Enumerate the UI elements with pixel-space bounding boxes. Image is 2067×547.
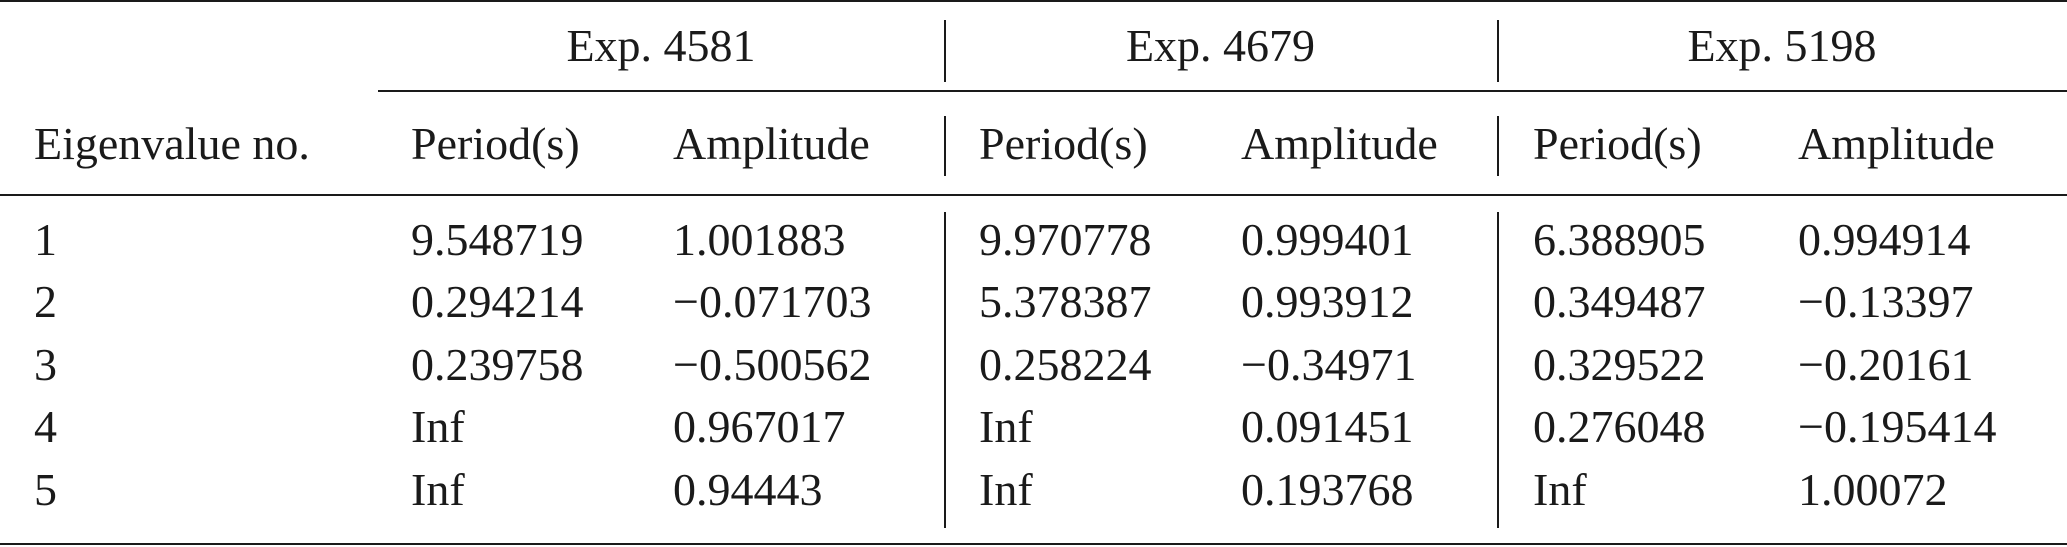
sub-header-amplitude-1: Amplitude — [673, 118, 870, 169]
table-row-3-cell: −0.20161 — [1798, 339, 1974, 390]
table-row-5-cell: Inf — [979, 464, 1033, 515]
table-row-2-cell: −0.071703 — [673, 276, 872, 327]
table-row-2-cell: 0.349487 — [1533, 276, 1706, 327]
table-row-2-cell: 0.294214 — [411, 276, 584, 327]
group-header-exp-4679: Exp. 4679 — [1125, 20, 1316, 71]
table-row-3-cell: 0.329522 — [1533, 339, 1706, 390]
table-row-3-cell: −0.34971 — [1241, 339, 1417, 390]
bottom-rule — [0, 543, 2067, 545]
table-row-4-cell: 0.091451 — [1241, 401, 1414, 452]
table-row-1-cell: 0.994914 — [1798, 214, 1971, 265]
sub-header-amplitude-3: Amplitude — [1798, 118, 1995, 169]
table-row-1-cell: 9.548719 — [411, 214, 584, 265]
group-separator-1-body — [944, 212, 946, 528]
table-row-4-cell: Inf — [411, 401, 465, 452]
group-rule — [378, 90, 2067, 92]
group-header-exp-5198: Exp. 5198 — [1687, 20, 1877, 71]
table-row-2-cell: 5.378387 — [979, 276, 1152, 327]
group-separator-2-subheader — [1497, 116, 1499, 176]
table-row-5-cell: 0.193768 — [1241, 464, 1414, 515]
table-row-2-cell: 0.993912 — [1241, 276, 1414, 327]
group-separator-1-subheader — [944, 116, 946, 176]
table-row-3-cell: 0.239758 — [411, 339, 584, 390]
group-separator-2-body — [1497, 212, 1499, 528]
group-separator-2-header — [1497, 20, 1499, 82]
table-row-5-cell: 1.00072 — [1798, 464, 1948, 515]
table-row-5-cell: Inf — [1533, 464, 1587, 515]
sub-header-period-1: Period(s) — [411, 118, 580, 169]
table-row-2-no: 2 — [34, 276, 57, 327]
table-row-5-no: 5 — [34, 464, 57, 515]
top-rule — [0, 0, 2067, 2]
table-row-4-no: 4 — [34, 401, 57, 452]
table-row-2-cell: −0.13397 — [1798, 276, 1974, 327]
group-separator-1-header — [944, 20, 946, 82]
table-row-4-cell: −0.195414 — [1798, 401, 1997, 452]
sub-header-period-3: Period(s) — [1533, 118, 1702, 169]
header-bottom-rule — [0, 194, 2067, 196]
table-row-1-cell: 0.999401 — [1241, 214, 1414, 265]
group-header-exp-4581: Exp. 4581 — [566, 20, 756, 71]
table-row-1-cell: 6.388905 — [1533, 214, 1706, 265]
table-row-3-cell: 0.258224 — [979, 339, 1152, 390]
sub-header-amplitude-2: Amplitude — [1241, 118, 1438, 169]
table-row-1-cell: 1.001883 — [673, 214, 846, 265]
table-row-5-cell: Inf — [411, 464, 465, 515]
row-header: Eigenvalue no. — [34, 118, 310, 169]
table-row-1-cell: 9.970778 — [979, 214, 1152, 265]
table-row-4-cell: Inf — [979, 401, 1033, 452]
table-row-3-no: 3 — [34, 339, 57, 390]
table-row-5-cell: 0.94443 — [673, 464, 823, 515]
table-row-1-no: 1 — [34, 214, 57, 265]
sub-header-period-2: Period(s) — [979, 118, 1148, 169]
table-row-3-cell: −0.500562 — [673, 339, 872, 390]
table-row-4-cell: 0.276048 — [1533, 401, 1706, 452]
table-row-4-cell: 0.967017 — [673, 401, 846, 452]
